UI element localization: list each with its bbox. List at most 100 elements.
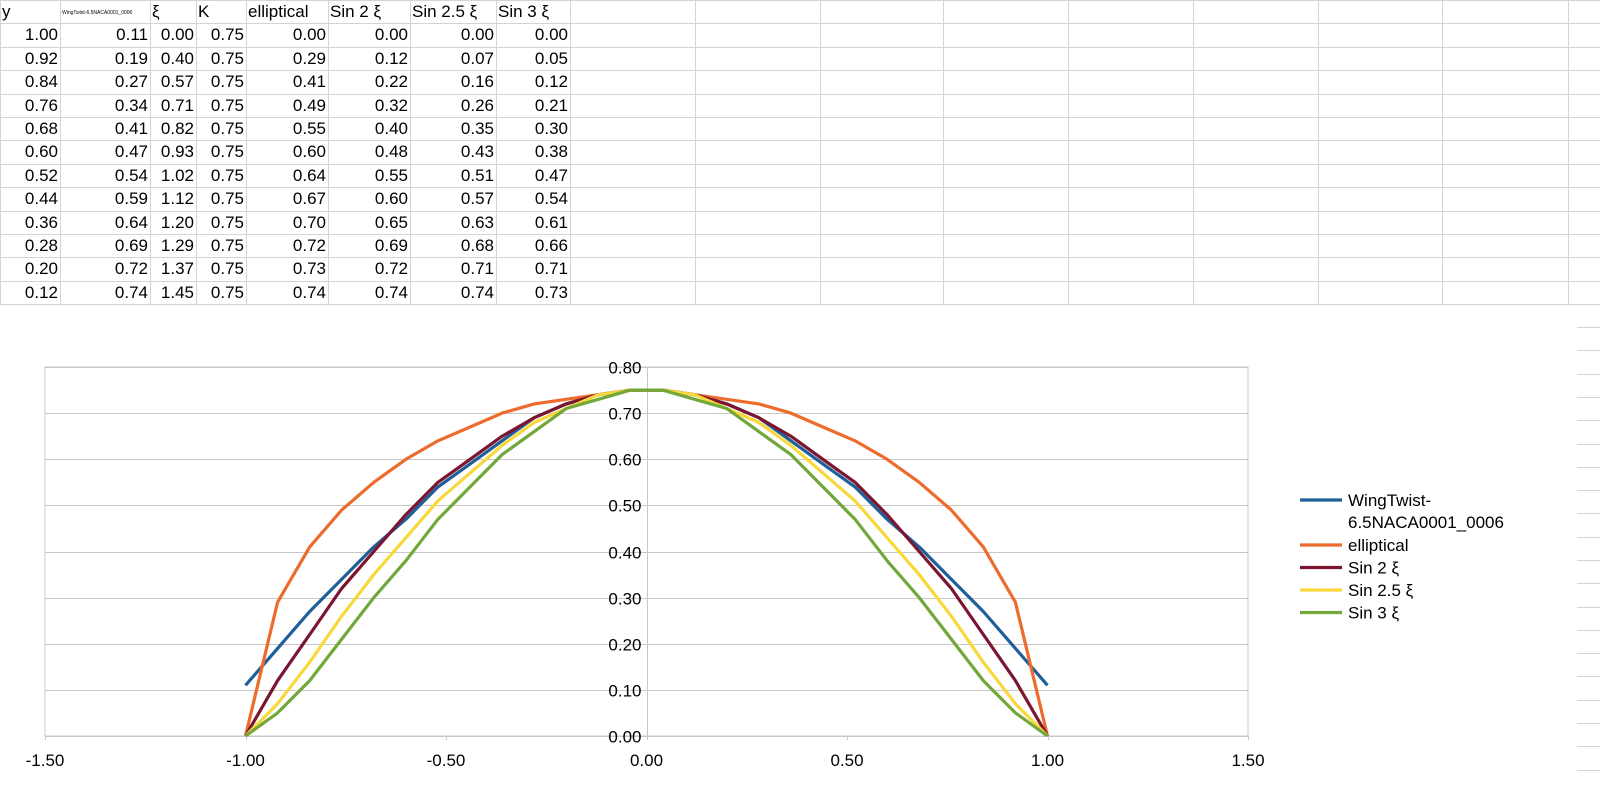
table-cell[interactable]: 0.74	[292, 283, 326, 302]
series-line-4[interactable]	[244, 388, 1049, 738]
table-cell[interactable]: 0.84	[24, 72, 58, 91]
table-cell[interactable]: 0.75	[210, 72, 244, 91]
table-cell[interactable]: 0.76	[24, 96, 58, 115]
table-cell[interactable]: 0.59	[114, 189, 148, 208]
table-cell[interactable]: 0.72	[292, 236, 326, 255]
table-cell[interactable]: 0.82	[160, 119, 194, 138]
table-cell[interactable]: 0.71	[160, 96, 194, 115]
table-cell[interactable]: 0.75	[210, 166, 244, 185]
table-cell[interactable]: 0.66	[534, 236, 568, 255]
table-cell[interactable]: 0.69	[114, 236, 148, 255]
table-cell[interactable]: 0.00	[534, 25, 568, 44]
table-cell[interactable]: 1.45	[160, 283, 194, 302]
table-cell[interactable]: 0.38	[534, 142, 568, 161]
table-cell[interactable]: 0.16	[460, 72, 494, 91]
table-cell[interactable]: 0.49	[292, 96, 326, 115]
table-cell[interactable]: 0.75	[210, 96, 244, 115]
table-cell[interactable]: 0.36	[24, 213, 58, 232]
table-cell[interactable]: 0.40	[374, 119, 408, 138]
table-cell[interactable]: 0.75	[210, 213, 244, 232]
table-cell[interactable]: 0.12	[534, 72, 568, 91]
table-cell[interactable]: 0.73	[534, 283, 568, 302]
table-cell[interactable]: 0.51	[460, 166, 494, 185]
table-cell[interactable]: 0.60	[24, 142, 58, 161]
table-cell[interactable]: 0.20	[24, 259, 58, 278]
table-cell[interactable]: 1.02	[160, 166, 194, 185]
table-cell[interactable]: 0.47	[534, 166, 568, 185]
header-cell[interactable]: WingTwist-6.5NACA0001_0006	[62, 10, 133, 16]
table-cell[interactable]: 1.00	[24, 25, 58, 44]
table-cell[interactable]: 0.75	[210, 236, 244, 255]
header-cell[interactable]: Sin 2 ξ	[330, 2, 382, 21]
table-cell[interactable]: 0.27	[114, 72, 148, 91]
table-cell[interactable]: 0.35	[460, 119, 494, 138]
table-cell[interactable]: 0.69	[374, 236, 408, 255]
table-cell[interactable]: 0.41	[292, 72, 326, 91]
table-cell[interactable]: 0.75	[210, 119, 244, 138]
legend-label[interactable]: Sin 2.5 ξ	[1348, 581, 1414, 600]
table-cell[interactable]: 1.29	[160, 236, 194, 255]
header-cell[interactable]: ξ	[152, 2, 160, 21]
table-cell[interactable]: 0.22	[374, 72, 408, 91]
table-cell[interactable]: 0.71	[534, 259, 568, 278]
table-cell[interactable]: 0.34	[114, 96, 148, 115]
table-cell[interactable]: 0.67	[292, 189, 326, 208]
table-cell[interactable]: 0.75	[210, 259, 244, 278]
table-cell[interactable]: 0.26	[460, 96, 494, 115]
table-cell[interactable]: 0.74	[460, 283, 494, 302]
table-cell[interactable]: 0.63	[460, 213, 494, 232]
table-cell[interactable]: 0.55	[374, 166, 408, 185]
table-cell[interactable]: 0.64	[114, 213, 148, 232]
header-cell[interactable]: K	[198, 2, 210, 21]
table-cell[interactable]: 0.28	[24, 236, 58, 255]
table-cell[interactable]: 0.68	[460, 236, 494, 255]
table-cell[interactable]: 0.92	[24, 49, 58, 68]
table-cell[interactable]: 1.12	[160, 189, 194, 208]
legend-label[interactable]: Sin 3 ξ	[1348, 604, 1399, 623]
table-cell[interactable]: 0.48	[374, 142, 408, 161]
header-cell[interactable]: elliptical	[248, 2, 309, 21]
table-cell[interactable]: 0.75	[210, 283, 244, 302]
table-cell[interactable]: 0.72	[374, 259, 408, 278]
table-cell[interactable]: 0.75	[210, 49, 244, 68]
table-cell[interactable]: 0.61	[534, 213, 568, 232]
table-cell[interactable]: 0.64	[292, 166, 326, 185]
table-cell[interactable]: 0.57	[460, 189, 494, 208]
table-cell[interactable]: 0.55	[292, 119, 326, 138]
table-cell[interactable]: 0.00	[374, 25, 408, 44]
table-cell[interactable]: 0.05	[534, 49, 568, 68]
header-cell[interactable]: y	[2, 2, 11, 21]
table-cell[interactable]: 0.12	[374, 49, 408, 68]
table-cell[interactable]: 0.70	[292, 213, 326, 232]
table-cell[interactable]: 0.68	[24, 119, 58, 138]
table-cell[interactable]: 0.57	[160, 72, 194, 91]
table-cell[interactable]: 0.47	[114, 142, 148, 161]
table-cell[interactable]: 0.75	[210, 142, 244, 161]
table-cell[interactable]: 0.29	[292, 49, 326, 68]
table-cell[interactable]: 0.93	[160, 142, 194, 161]
table-cell[interactable]: 0.00	[292, 25, 326, 44]
legend-label[interactable]: Sin 2 ξ	[1348, 559, 1399, 578]
table-cell[interactable]: 0.74	[374, 283, 408, 302]
table-cell[interactable]: 0.52	[24, 166, 58, 185]
table-cell[interactable]: 0.44	[24, 189, 58, 208]
table-cell[interactable]: 0.30	[534, 119, 568, 138]
table-cell[interactable]: 0.54	[114, 166, 148, 185]
table-cell[interactable]: 1.37	[160, 259, 194, 278]
table-cell[interactable]: 0.75	[210, 189, 244, 208]
table-cell[interactable]: 1.20	[160, 213, 194, 232]
table-cell[interactable]: 0.11	[116, 25, 148, 44]
table-cell[interactable]: 0.65	[374, 213, 408, 232]
table-cell[interactable]: 0.21	[534, 96, 568, 115]
table-cell[interactable]: 0.41	[114, 119, 148, 138]
table-cell[interactable]: 0.40	[160, 49, 194, 68]
table-cell[interactable]: 0.07	[460, 49, 494, 68]
table-cell[interactable]: 0.00	[460, 25, 494, 44]
table-cell[interactable]: 0.60	[292, 142, 326, 161]
table-cell[interactable]: 0.54	[534, 189, 568, 208]
table-cell[interactable]: 0.12	[24, 283, 58, 302]
table-cell[interactable]: 0.43	[460, 142, 494, 161]
table-cell[interactable]: 0.71	[460, 259, 494, 278]
table-cell[interactable]: 0.32	[374, 96, 408, 115]
